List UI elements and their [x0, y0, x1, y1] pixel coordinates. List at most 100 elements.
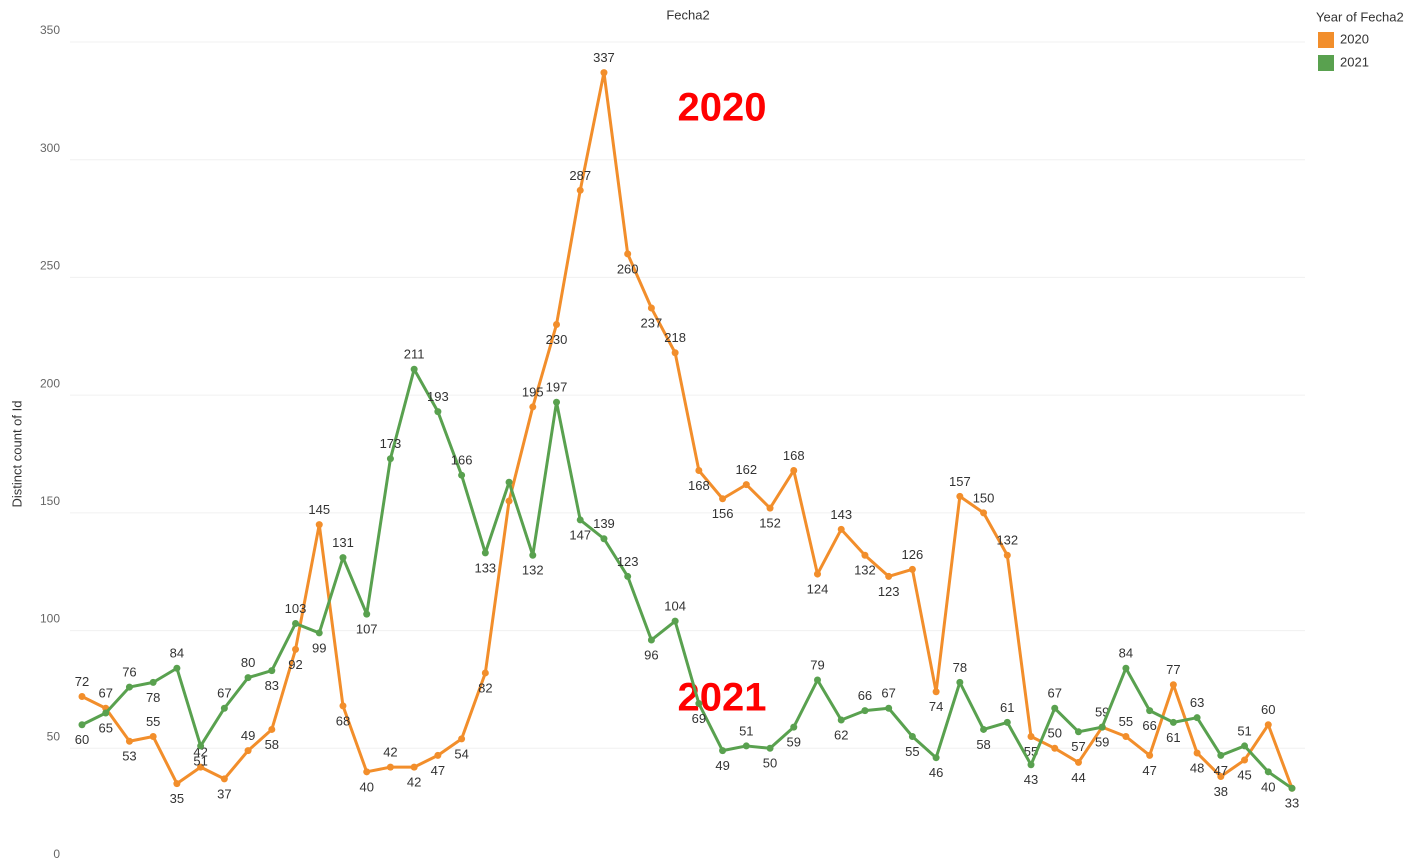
data-point: [173, 780, 181, 788]
data-label: 57: [1071, 739, 1085, 754]
data-label: 337: [593, 50, 615, 65]
data-point: [695, 466, 703, 474]
data-point: [197, 742, 205, 750]
data-point: [173, 664, 181, 672]
data-label: 61: [1166, 730, 1180, 745]
data-point: [125, 737, 133, 745]
data-label: 157: [949, 474, 971, 489]
data-label: 45: [1237, 767, 1251, 782]
series-line: [81, 71, 1294, 789]
legend-swatch: [1318, 55, 1334, 71]
data-point: [742, 481, 750, 489]
data-label: 48: [1190, 760, 1204, 775]
data-label: 237: [641, 315, 663, 330]
data-point: [1169, 681, 1177, 689]
data-label: 150: [973, 490, 995, 505]
data-point: [885, 704, 893, 712]
data-point: [932, 754, 940, 762]
y-tick-label: 250: [40, 259, 60, 273]
data-label: 260: [617, 261, 639, 276]
data-label: 66: [858, 688, 872, 703]
data-label: 126: [902, 547, 924, 562]
data-point: [790, 466, 798, 474]
data-label: 147: [569, 527, 591, 542]
data-label: 60: [75, 732, 89, 747]
data-point: [78, 721, 86, 729]
data-point: [1241, 742, 1249, 750]
data-point: [410, 365, 418, 373]
y-axis-label: Distinct count of Id: [9, 401, 24, 508]
data-point: [932, 688, 940, 696]
data-label: 195: [522, 384, 544, 399]
data-point: [1027, 761, 1035, 769]
data-point: [78, 692, 86, 700]
data-point: [624, 572, 632, 580]
data-label: 54: [454, 746, 468, 761]
data-label: 145: [308, 502, 330, 517]
data-label: 173: [380, 436, 402, 451]
data-label: 55: [905, 744, 919, 759]
data-label: 40: [1261, 779, 1275, 794]
data-label: 59: [787, 735, 801, 750]
data-label: 211: [404, 347, 425, 362]
data-point: [458, 471, 466, 479]
data-point: [434, 751, 442, 759]
data-point: [742, 742, 750, 750]
data-point: [813, 676, 821, 684]
data-point: [1122, 733, 1130, 741]
data-point: [1264, 768, 1272, 776]
data-point: [505, 497, 513, 505]
data-label: 47: [1142, 763, 1156, 778]
data-label: 197: [546, 380, 568, 395]
data-label: 123: [617, 554, 639, 569]
data-label: 43: [1024, 772, 1038, 787]
y-tick-label: 350: [40, 23, 60, 37]
data-label: 156: [712, 506, 734, 521]
data-label: 50: [763, 756, 777, 771]
data-point: [1003, 718, 1011, 726]
data-point: [908, 733, 916, 741]
data-label: 80: [241, 655, 255, 670]
data-point: [861, 551, 869, 559]
data-point: [363, 768, 371, 776]
data-label: 133: [474, 560, 496, 575]
data-label: 55: [1119, 714, 1133, 729]
data-point: [553, 321, 561, 329]
data-point: [1074, 758, 1082, 766]
data-point: [980, 509, 988, 517]
series-line: [81, 367, 1293, 790]
data-label: 92: [288, 657, 302, 672]
data-point: [766, 504, 774, 512]
data-label: 76: [122, 665, 136, 680]
data-point: [125, 683, 133, 691]
data-label: 132: [854, 563, 876, 578]
data-label: 287: [569, 168, 591, 183]
data-label: 84: [170, 646, 184, 661]
data-point: [339, 702, 347, 710]
data-point: [837, 716, 845, 724]
y-tick-label: 200: [40, 376, 60, 390]
data-point: [908, 565, 916, 573]
data-point: [386, 763, 394, 771]
legend-swatch: [1318, 32, 1334, 48]
data-point: [1217, 751, 1225, 759]
data-point: [576, 516, 584, 524]
data-label: 143: [830, 507, 852, 522]
data-label: 42: [383, 745, 397, 760]
data-label: 78: [953, 660, 967, 675]
data-label: 40: [359, 779, 373, 794]
data-label: 77: [1166, 662, 1180, 677]
data-point: [149, 733, 157, 741]
data-point: [529, 551, 537, 559]
data-label: 74: [929, 699, 943, 714]
data-label: 51: [739, 723, 753, 738]
data-label: 124: [807, 582, 829, 597]
data-point: [837, 525, 845, 533]
annotation: 2020: [678, 86, 767, 130]
data-point: [410, 763, 418, 771]
y-tick-label: 100: [40, 612, 60, 626]
legend-label: 2020: [1340, 31, 1369, 46]
data-label: 168: [688, 478, 710, 493]
y-tick-label: 150: [40, 494, 60, 508]
data-label: 42: [193, 745, 207, 760]
